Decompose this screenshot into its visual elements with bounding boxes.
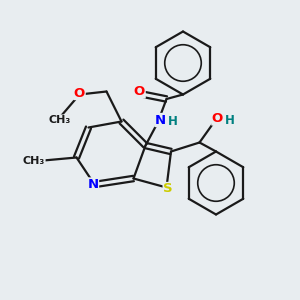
- Text: CH₃: CH₃: [23, 155, 45, 166]
- Text: S: S: [163, 182, 173, 196]
- Text: H: H: [168, 115, 178, 128]
- Text: N: N: [87, 178, 99, 191]
- Text: H: H: [225, 113, 235, 127]
- Text: O: O: [212, 112, 223, 125]
- Text: O: O: [134, 85, 145, 98]
- Text: CH₃: CH₃: [49, 115, 71, 125]
- Text: O: O: [74, 86, 85, 100]
- Text: N: N: [155, 113, 166, 127]
